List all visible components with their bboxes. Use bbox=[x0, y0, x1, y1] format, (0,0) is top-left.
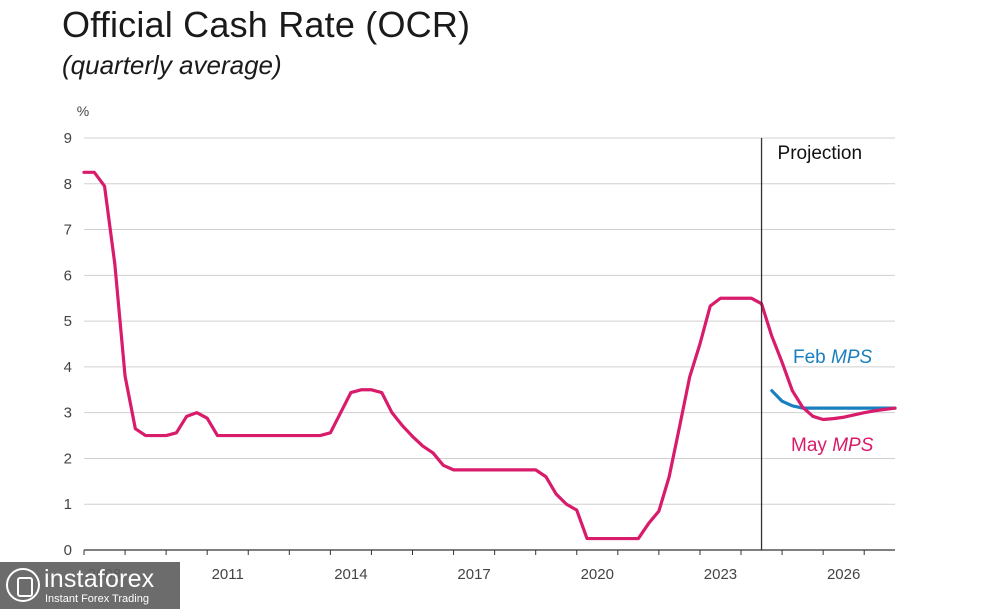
chart-subtitle: (quarterly average) bbox=[62, 50, 282, 80]
chart-title: Official Cash Rate (OCR) bbox=[62, 4, 471, 45]
series-line-feb-mps bbox=[770, 389, 897, 410]
instaforex-logo-icon bbox=[6, 568, 40, 602]
y-tick-label: 4 bbox=[64, 359, 72, 376]
y-unit-label: % bbox=[77, 103, 89, 119]
x-tick-label: 2011 bbox=[212, 566, 244, 583]
series-layer bbox=[82, 170, 897, 541]
y-tick-label: 8 bbox=[64, 176, 72, 193]
y-tick-label: 3 bbox=[64, 405, 72, 422]
x-tick-label: 2023 bbox=[704, 566, 737, 583]
x-tick-label: 2026 bbox=[827, 566, 860, 583]
instaforex-watermark: instaforex Instant Forex Trading bbox=[0, 562, 180, 609]
x-tick-label: 2020 bbox=[581, 566, 614, 583]
y-tick-label: 0 bbox=[64, 542, 72, 559]
y-tick-label: 9 bbox=[64, 130, 72, 147]
y-tick-label: 6 bbox=[64, 267, 72, 284]
y-tick-label: 1 bbox=[64, 496, 72, 513]
series-label-may-mps: May MPS bbox=[791, 435, 874, 456]
series-label-feb-mps: Feb MPS bbox=[793, 347, 873, 368]
grid-layer bbox=[84, 137, 895, 505]
annotation-layer: Projection May MPS Feb MPS bbox=[760, 138, 874, 550]
projection-label: Projection bbox=[778, 143, 863, 164]
watermark-tagline: Instant Forex Trading bbox=[45, 593, 149, 605]
watermark-brand: instaforex bbox=[44, 565, 155, 593]
series-line-may-mps bbox=[82, 170, 897, 541]
x-tick-label: 2017 bbox=[457, 566, 490, 583]
y-tick-label: 5 bbox=[64, 313, 72, 330]
y-tick-label: 2 bbox=[64, 450, 72, 467]
y-tick-label: 7 bbox=[64, 222, 72, 239]
x-tick-label: 2014 bbox=[334, 566, 367, 583]
